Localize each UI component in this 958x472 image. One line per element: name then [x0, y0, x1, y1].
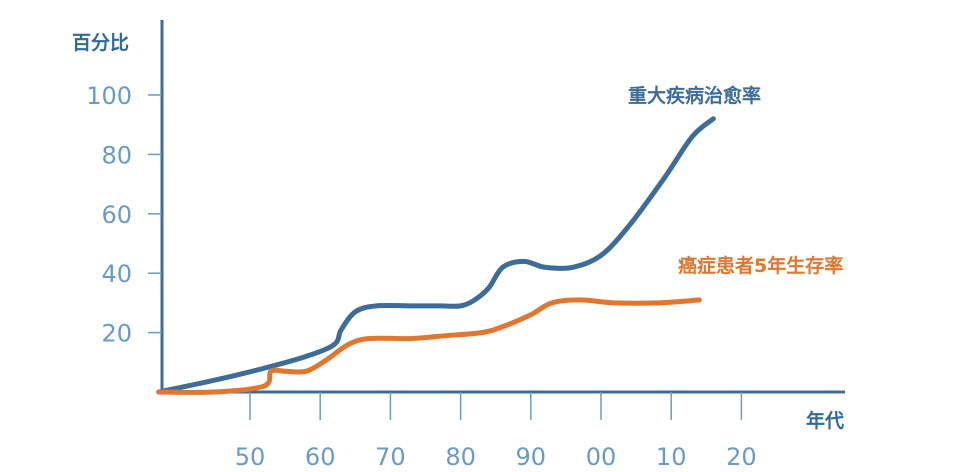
x-tick-label: 20 [726, 443, 757, 471]
series-line-cancer-survival [156, 297, 702, 395]
x-tick-label: 70 [375, 443, 406, 471]
y-axis-title: 百分比 [72, 32, 129, 54]
chart-axes [160, 20, 845, 394]
x-tick-label: 80 [445, 443, 476, 471]
y-tick-label: 20 [101, 320, 132, 348]
x-tick-label: 10 [656, 443, 687, 471]
y-tick-label: 80 [101, 141, 132, 169]
series-line-cure-rate [156, 116, 716, 395]
series-label-cancer-survival: 癌症患者5年生存率 [678, 254, 843, 277]
x-tick-label: 50 [235, 443, 266, 471]
x-tick-label: 60 [305, 443, 336, 471]
x-axis-ticks: 50 60 70 80 90 00 10 20 [235, 392, 757, 471]
x-axis-title: 年代 [806, 409, 844, 432]
series-lines [156, 116, 716, 395]
y-tick-label: 60 [101, 201, 132, 229]
y-axis-ticks: 100 80 60 40 20 [86, 82, 162, 348]
x-tick-label: 00 [586, 443, 617, 471]
y-tick-label: 100 [86, 82, 132, 110]
y-tick-label: 40 [101, 260, 132, 288]
series-label-cure-rate: 重大疾病治愈率 [628, 84, 761, 107]
x-tick-label: 90 [516, 443, 547, 471]
